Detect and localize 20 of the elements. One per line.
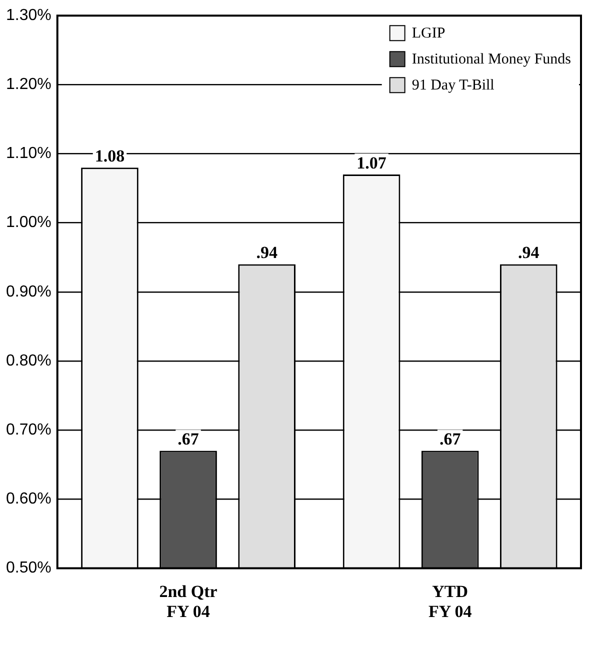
x-tick-label: YTD FY 04 xyxy=(428,582,472,622)
y-tick-label: 0.80% xyxy=(6,352,52,370)
y-tick-label: 0.70% xyxy=(6,421,52,438)
y-tick-label: 1.00% xyxy=(6,214,52,232)
y-tick-label: 0.60% xyxy=(6,490,52,508)
data-label: .94 xyxy=(256,243,278,262)
legend-label: LGIP xyxy=(412,26,446,42)
data-label: 1.08 xyxy=(94,146,125,166)
y-tick-label: 0.50% xyxy=(6,560,52,577)
y-tick-label: 1.10% xyxy=(6,145,52,162)
y-tick-label: 0.90% xyxy=(6,283,52,300)
legend-label: 91 Day T-Bill xyxy=(412,78,494,94)
y-tick-label: 1.30% xyxy=(6,7,52,24)
legend-label: Institutional Money Funds xyxy=(412,52,572,68)
data-label: .67 xyxy=(439,430,462,449)
data-label: .94 xyxy=(518,243,540,262)
data-label: .67 xyxy=(178,430,200,449)
data-label: 1.07 xyxy=(356,153,387,172)
x-tick-label: 2nd Qtr FY 04 xyxy=(159,582,218,622)
y-tick-label: 1.20% xyxy=(6,76,52,94)
